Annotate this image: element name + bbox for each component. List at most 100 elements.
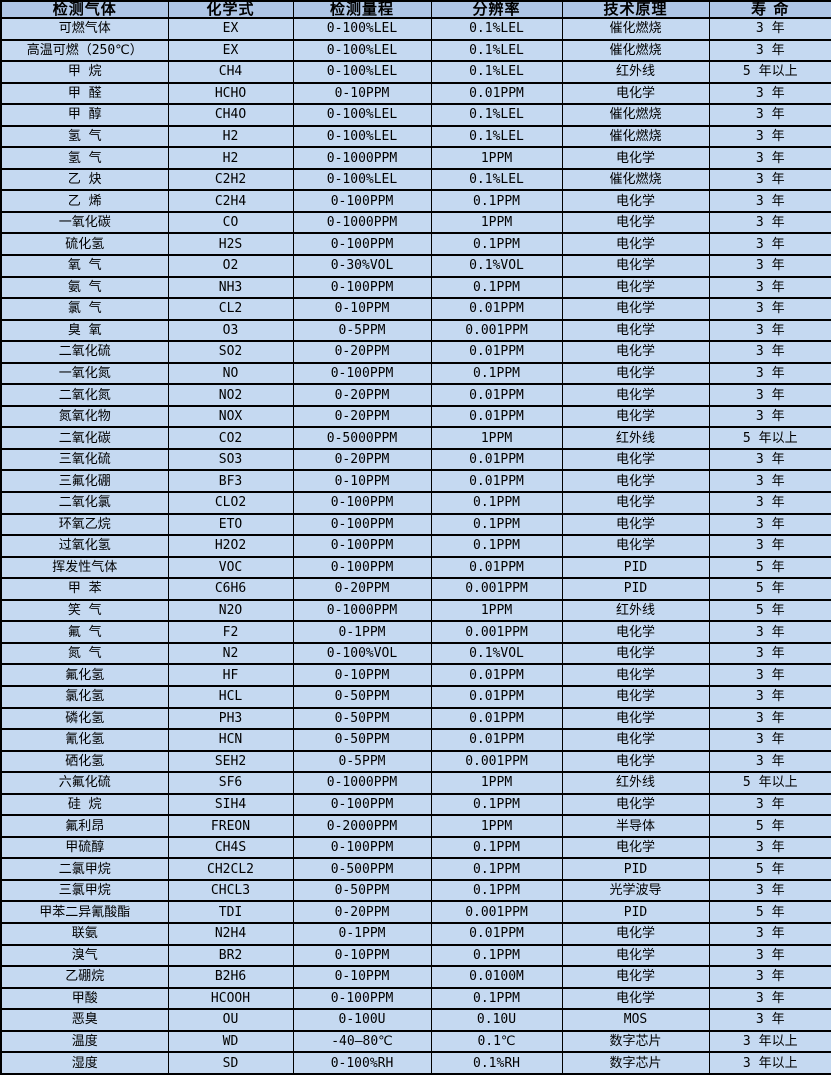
- cell-resolution: 1PPM: [430, 598, 563, 623]
- cell-resolution: 0.01PPM: [430, 921, 563, 946]
- table-row: 一氧化氮 NO 0-100PPM 0.1PPM 电化学 3 年: [0, 361, 831, 386]
- table-row: 湿度 SD 0-100%RH 0.1%RH 数字芯片 3 年以上: [0, 1051, 831, 1075]
- cell-gas-name: 二氯甲烷: [0, 857, 169, 881]
- cell-gas-name: 臭 氧: [0, 318, 169, 343]
- cell-chemical-formula: CH4S: [167, 835, 294, 860]
- table-row: 一氧化碳 CO 0-1000PPM 1PPM 电化学 3 年: [0, 210, 831, 235]
- cell-lifespan: 3 年: [708, 447, 831, 472]
- cell-gas-name: 氯化氢: [0, 684, 169, 709]
- cell-lifespan: 3 年: [708, 534, 831, 558]
- cell-gas-name: 氨 气: [0, 275, 169, 300]
- cell-chemical-formula: HCOOH: [167, 986, 294, 1011]
- cell-gas-name: 乙硼烷: [0, 965, 169, 989]
- table-row: 氢 气 H2 0-100%LEL 0.1%LEL 催化燃烧 3 年: [0, 124, 831, 149]
- cell-detection-range: 0-100PPM: [292, 491, 432, 515]
- table-row: 二氧化氮 NO2 0-20PPM 0.01PPM 电化学 3 年: [0, 383, 831, 407]
- table-row: 硒化氢 SEH2 0-5PPM 0.001PPM 电化学 3 年: [0, 749, 831, 774]
- table-row: 环氧乙烷 ETO 0-100PPM 0.1PPM 电化学 3 年: [0, 512, 831, 537]
- cell-technical-principle: 数字芯片: [561, 1051, 710, 1075]
- cell-resolution: 1PPM: [430, 426, 563, 450]
- cell-chemical-formula: PH3: [167, 706, 294, 731]
- cell-lifespan: 3 年: [708, 469, 831, 494]
- cell-chemical-formula: C2H4: [167, 189, 294, 213]
- table-row: 氟利昂 FREON 0-2000PPM 1PPM 半导体 5 年: [0, 814, 831, 838]
- table-row: 恶臭 OU 0-100U 0.10U MOS 3 年: [0, 1008, 831, 1032]
- cell-lifespan: 3 年以上: [708, 1051, 831, 1075]
- cell-technical-principle: 电化学: [561, 189, 710, 213]
- table-row: 甲酸 HCOOH 0-100PPM 0.1PPM 电化学 3 年: [0, 986, 831, 1011]
- cell-lifespan: 3 年以上: [708, 1029, 831, 1054]
- cell-detection-range: 0-100PPM: [292, 555, 432, 580]
- cell-technical-principle: 电化学: [561, 254, 710, 278]
- cell-detection-range: 0-100PPM: [292, 232, 432, 256]
- table-row: 甲 醇 CH4O 0-100%LEL 0.1%LEL 催化燃烧 3 年: [0, 103, 831, 127]
- table-row: 三氯甲烷 CHCL3 0-50PPM 0.1PPM 光学波导 3 年: [0, 878, 831, 903]
- cell-lifespan: 5 年以上: [708, 771, 831, 795]
- cell-chemical-formula: NOX: [167, 404, 294, 429]
- table-row: 甲 烷 CH4 0-100%LEL 0.1%LEL 红外线 5 年以上: [0, 60, 831, 84]
- cell-technical-principle: MOS: [561, 1008, 710, 1032]
- cell-detection-range: 0-2000PPM: [292, 814, 432, 838]
- cell-chemical-formula: OU: [167, 1008, 294, 1032]
- cell-gas-name: 硒化氢: [0, 749, 169, 774]
- cell-lifespan: 3 年: [708, 275, 831, 300]
- table-row: 三氧化硫 SO3 0-20PPM 0.01PPM 电化学 3 年: [0, 447, 831, 472]
- cell-resolution: 0.1PPM: [430, 943, 563, 968]
- cell-technical-principle: PID: [561, 900, 710, 924]
- cell-chemical-formula: HCN: [167, 728, 294, 752]
- cell-lifespan: 3 年: [708, 81, 831, 106]
- cell-technical-principle: 电化学: [561, 447, 710, 472]
- table-row: 臭 氧 O3 0-5PPM 0.001PPM 电化学 3 年: [0, 318, 831, 343]
- cell-detection-range: 0-5000PPM: [292, 426, 432, 450]
- cell-gas-name: 过氧化氢: [0, 534, 169, 558]
- cell-gas-name: 氮 气: [0, 641, 169, 666]
- cell-lifespan: 3 年: [708, 706, 831, 731]
- cell-technical-principle: 红外线: [561, 426, 710, 450]
- cell-resolution: 0.10U: [430, 1008, 563, 1032]
- cell-chemical-formula: EX: [167, 38, 294, 63]
- cell-chemical-formula: N2: [167, 641, 294, 666]
- cell-chemical-formula: C6H6: [167, 577, 294, 601]
- cell-technical-principle: 红外线: [561, 60, 710, 84]
- table-row: 磷化氢 PH3 0-50PPM 0.01PPM 电化学 3 年: [0, 706, 831, 731]
- cell-technical-principle: 电化学: [561, 684, 710, 709]
- cell-chemical-formula: BR2: [167, 943, 294, 968]
- cell-lifespan: 3 年: [708, 986, 831, 1011]
- cell-technical-principle: 电化学: [561, 340, 710, 364]
- cell-technical-principle: 电化学: [561, 921, 710, 946]
- cell-gas-name: 高温可燃（250℃）: [0, 38, 169, 63]
- cell-resolution: 0.01PPM: [430, 469, 563, 494]
- cell-detection-range: 0-100PPM: [292, 512, 432, 537]
- cell-resolution: 0.1PPM: [430, 857, 563, 881]
- cell-resolution: 0.1PPM: [430, 792, 563, 817]
- table-row: 三氟化硼 BF3 0-10PPM 0.01PPM 电化学 3 年: [0, 469, 831, 494]
- cell-technical-principle: 电化学: [561, 706, 710, 731]
- cell-technical-principle: 电化学: [561, 835, 710, 860]
- cell-resolution: 0.1PPM: [430, 491, 563, 515]
- cell-chemical-formula: SF6: [167, 771, 294, 795]
- cell-detection-range: 0-100PPM: [292, 986, 432, 1011]
- cell-detection-range: 0-100PPM: [292, 534, 432, 558]
- cell-resolution: 0.1PPM: [430, 275, 563, 300]
- cell-lifespan: 3 年: [708, 663, 831, 687]
- cell-chemical-formula: O3: [167, 318, 294, 343]
- table-row: 可燃气体 EX 0-100%LEL 0.1%LEL 催化燃烧 3 年: [0, 17, 831, 41]
- cell-technical-principle: 数字芯片: [561, 1029, 710, 1054]
- table-row: 氮 气 N2 0-100%VOL 0.1%VOL 电化学 3 年: [0, 641, 831, 666]
- cell-detection-range: 0-100%LEL: [292, 124, 432, 149]
- cell-lifespan: 3 年: [708, 383, 831, 407]
- cell-lifespan: 3 年: [708, 749, 831, 774]
- cell-lifespan: 5 年以上: [708, 426, 831, 450]
- cell-gas-name: 氧 气: [0, 254, 169, 278]
- cell-detection-range: 0-100U: [292, 1008, 432, 1032]
- table-row: 二氧化碳 CO2 0-5000PPM 1PPM 红外线 5 年以上: [0, 426, 831, 450]
- header-row: 检测气体 化学式 检测量程 分辨率 技术原理 寿 命: [0, 0, 831, 19]
- cell-detection-range: 0-100%LEL: [292, 103, 432, 127]
- cell-technical-principle: 催化燃烧: [561, 167, 710, 192]
- cell-lifespan: 5 年: [708, 814, 831, 838]
- cell-technical-principle: 红外线: [561, 598, 710, 623]
- cell-detection-range: 0-100%LEL: [292, 17, 432, 41]
- cell-lifespan: 3 年: [708, 17, 831, 41]
- cell-chemical-formula: N2H4: [167, 921, 294, 946]
- cell-chemical-formula: H2O2: [167, 534, 294, 558]
